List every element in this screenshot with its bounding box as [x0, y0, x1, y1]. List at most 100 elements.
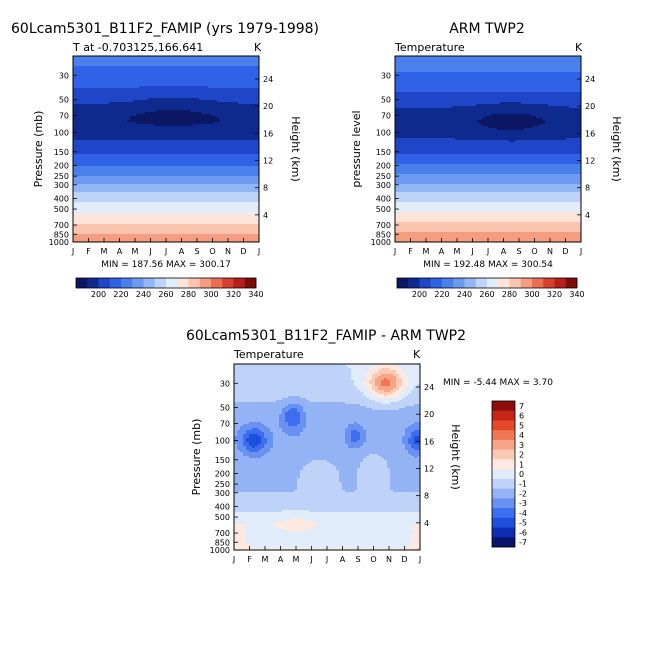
field-cell — [288, 364, 292, 397]
field-cell — [139, 56, 143, 67]
field-cell — [417, 492, 421, 513]
field-cell — [539, 184, 543, 193]
field-cell — [238, 202, 242, 215]
field-cell — [551, 192, 555, 203]
field-cell — [285, 412, 289, 423]
field-cell — [73, 140, 77, 155]
field-cell — [524, 92, 528, 105]
field-cell — [190, 166, 194, 177]
field-cell — [413, 232, 417, 242]
field-cell — [232, 88, 236, 103]
colorbar-swatch — [492, 410, 515, 421]
field-cell — [211, 176, 215, 185]
field-cell — [145, 100, 149, 113]
field-cell — [103, 214, 107, 225]
colorbar-swatch — [492, 469, 515, 480]
field-cell — [300, 548, 304, 550]
field-cell — [169, 184, 173, 193]
field-cell — [82, 88, 86, 105]
field-cell — [363, 384, 367, 397]
field-cell — [232, 214, 236, 225]
field-cell — [157, 154, 161, 167]
field-cell — [163, 202, 167, 215]
field-cell — [267, 452, 271, 493]
field-cell — [196, 86, 200, 99]
field-cell — [518, 72, 522, 93]
field-cell — [193, 86, 197, 99]
field-cell — [306, 464, 310, 511]
field-cell — [100, 192, 104, 203]
colorbar-label: 240 — [457, 290, 472, 299]
field-cell — [476, 154, 480, 165]
field-cell — [211, 154, 215, 167]
field-cell — [253, 104, 257, 141]
field-cell — [491, 56, 495, 73]
field-cell — [202, 224, 206, 235]
field-cell — [106, 66, 110, 89]
field-cell — [148, 66, 152, 87]
field-cell — [449, 212, 453, 223]
field-cell — [494, 232, 498, 242]
panel-obs: ARM TWP2 Temperature K J F M A M J J A S O N D J3050… — [350, 21, 623, 299]
field-cell — [476, 222, 480, 233]
field-cell — [124, 234, 128, 242]
field-cell — [193, 154, 197, 167]
field-cell — [536, 56, 540, 73]
field-cell — [530, 212, 534, 223]
colorbar-label: -1 — [519, 480, 527, 489]
field-cell — [422, 222, 426, 233]
field-cell — [395, 92, 399, 109]
field-cell — [279, 428, 283, 493]
field-cell — [482, 140, 486, 155]
field-cell — [458, 202, 462, 213]
field-cell — [250, 234, 254, 242]
field-cell — [246, 402, 250, 425]
field-cell — [223, 202, 227, 215]
field-cell — [247, 176, 251, 185]
field-cell — [533, 56, 537, 73]
field-cell — [181, 166, 185, 177]
field-cell — [97, 234, 101, 242]
field-cell — [396, 512, 400, 549]
field-cell — [184, 56, 188, 67]
field-cell — [226, 66, 230, 89]
field-cell — [345, 404, 349, 429]
field-cell — [524, 232, 528, 242]
field-cell — [103, 104, 107, 141]
field-cell — [479, 184, 483, 193]
field-cell — [226, 56, 230, 67]
field-cell — [178, 166, 182, 177]
field-cell — [130, 224, 134, 235]
field-cell — [193, 234, 197, 242]
field-cell — [232, 176, 236, 185]
field-cell — [348, 424, 352, 449]
field-cell — [416, 212, 420, 223]
field-cell — [479, 56, 483, 73]
field-cell — [425, 232, 429, 242]
field-cell — [306, 520, 310, 531]
field-cell — [563, 154, 567, 165]
field-cell — [217, 56, 221, 67]
field-cell — [455, 184, 459, 193]
field-cell — [437, 222, 441, 233]
field-cell — [115, 66, 119, 89]
field-cell — [94, 192, 98, 203]
field-cell — [211, 100, 215, 117]
field-cell — [503, 140, 507, 155]
field-cell — [249, 422, 253, 431]
field-cell — [133, 122, 137, 141]
field-cell — [479, 174, 483, 185]
field-cell — [560, 192, 564, 203]
field-cell — [440, 72, 444, 93]
field-cell — [253, 234, 257, 242]
field-cell — [226, 140, 230, 155]
field-cell — [136, 192, 140, 203]
field-cell — [100, 234, 104, 242]
field-cell — [422, 192, 426, 203]
field-cell — [181, 140, 185, 155]
field-cell — [398, 184, 402, 193]
field-cell — [381, 512, 385, 549]
field-cell — [112, 184, 116, 193]
field-cell — [202, 114, 206, 125]
field-cell — [530, 184, 534, 193]
